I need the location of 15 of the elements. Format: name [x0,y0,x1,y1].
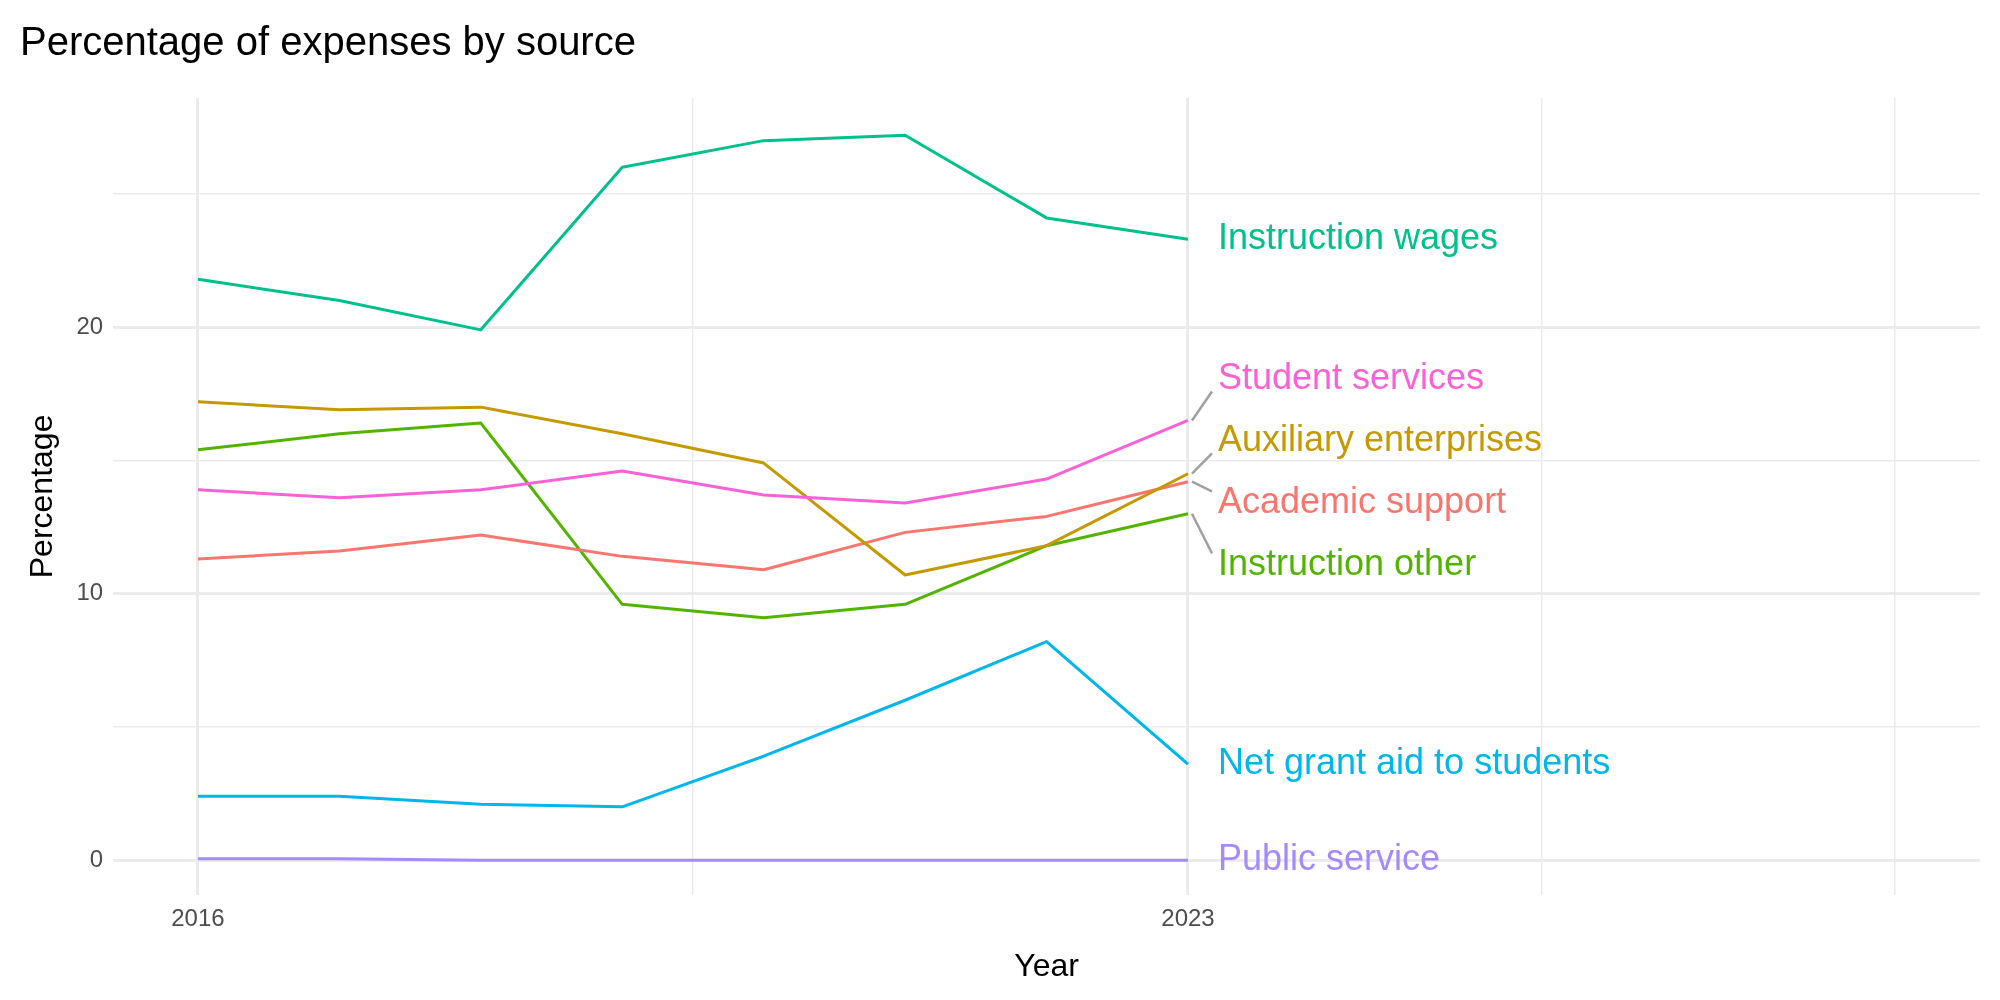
series-label: Instruction other [1217,542,1477,584]
y-tick-label: 20 [76,311,104,339]
y-axis-title: Percentage [23,414,60,579]
x-tick-label: 2023 [1161,903,1215,931]
series-label: Public service [1217,837,1441,879]
series-label: Instruction wages [1217,216,1499,258]
series-label: Net grant aid to students [1217,741,1611,783]
y-tick-label: 0 [89,844,104,872]
x-tick-label: 2016 [171,903,225,931]
chart-title: Percentage of expenses by source [20,19,636,64]
y-tick-label: 10 [76,578,104,606]
x-axis-title: Year [1014,946,1080,983]
series-label: Auxiliary enterprises [1217,418,1543,460]
series-label: Student services [1217,356,1485,398]
series-label: Academic support [1217,480,1507,522]
